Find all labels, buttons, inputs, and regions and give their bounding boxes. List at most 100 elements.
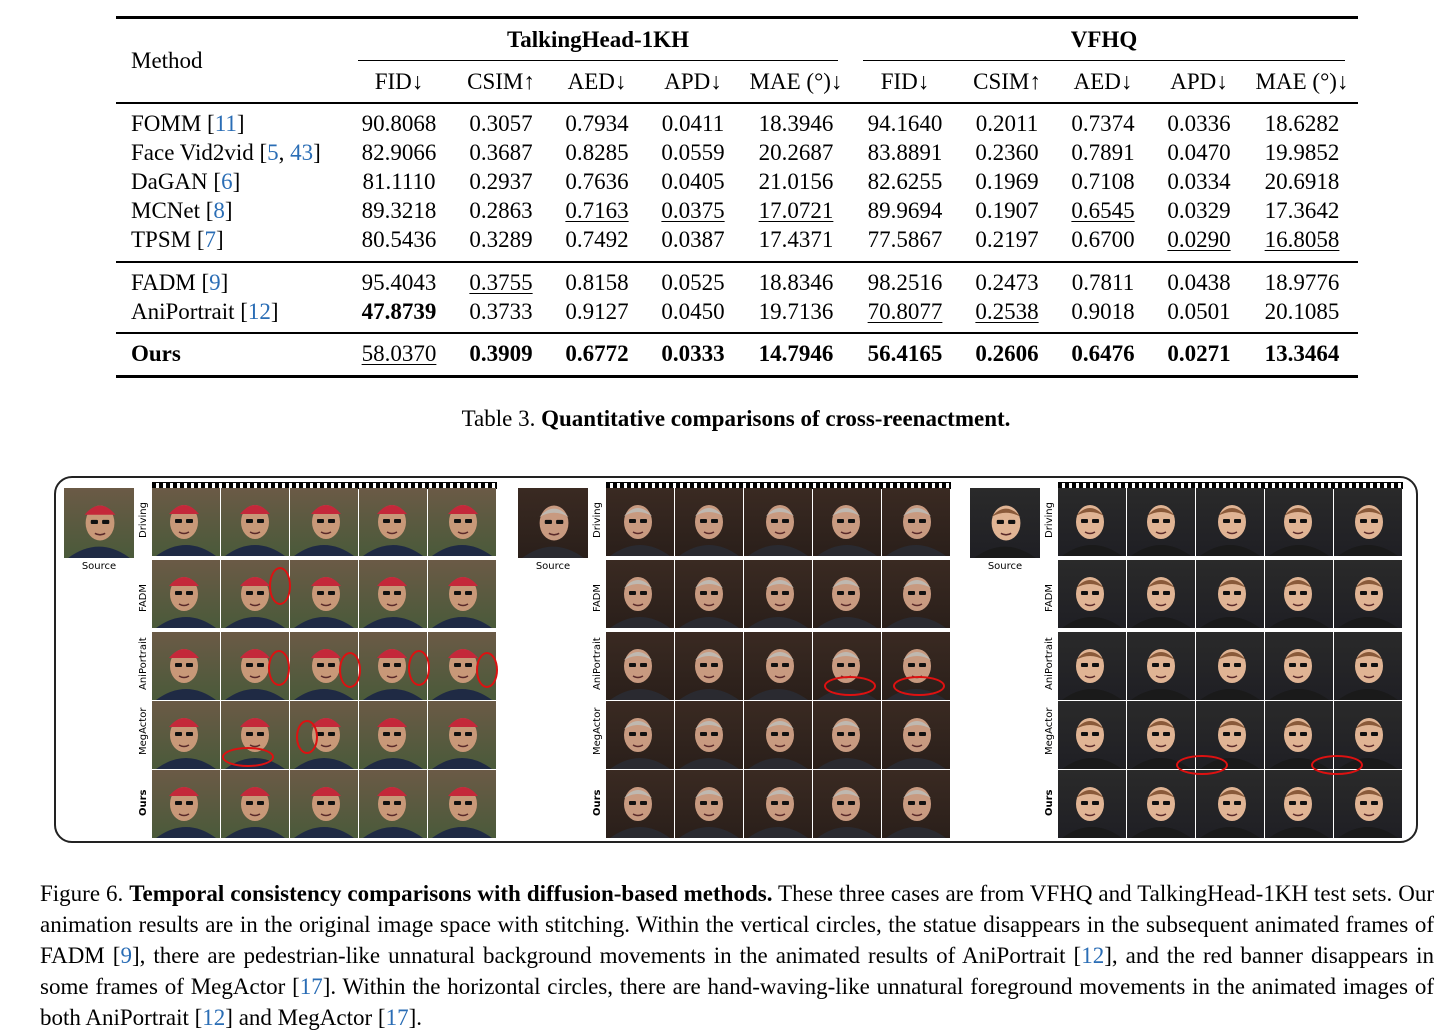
animated-frame	[744, 770, 812, 838]
table-cell: 0.7374	[1071, 111, 1135, 136]
table-cell: 19.9852	[1264, 140, 1340, 165]
face-thumbnail	[1196, 770, 1264, 838]
table-cell: 0.2538	[975, 299, 1039, 324]
row-label: MegActor	[592, 707, 603, 755]
animated-frame	[1058, 701, 1126, 769]
animated-frame	[1058, 770, 1126, 838]
row-label: FADM	[138, 583, 149, 612]
table-cell: 14.7946	[758, 341, 834, 366]
table-cell: 0.0411	[661, 111, 725, 136]
face-thumbnail	[675, 488, 743, 556]
table-cell: 0.7108	[1071, 169, 1135, 194]
table-cell: 0.0405	[661, 169, 725, 194]
table-cell: 0.9127	[565, 299, 629, 324]
header-rule	[116, 102, 1358, 104]
table-cell: 13.3464	[1264, 341, 1340, 366]
face-thumbnail	[428, 488, 496, 556]
table-cell: 0.3733	[469, 299, 533, 324]
face-thumbnail	[1127, 632, 1195, 700]
citation-link[interactable]: 7	[204, 227, 217, 252]
highlight-circle	[268, 650, 290, 686]
source-label: Source	[535, 561, 571, 572]
face-thumbnail	[1058, 560, 1126, 628]
citation-link[interactable]: 12	[202, 1005, 226, 1030]
citation-link[interactable]: 9	[209, 270, 221, 295]
face-thumbnail	[744, 488, 812, 556]
face-thumbnail	[428, 560, 496, 628]
animated-frame	[1334, 632, 1402, 700]
table-bottom-rule	[116, 375, 1358, 378]
table-cell: 0.0450	[661, 299, 725, 324]
citation-link[interactable]: 5	[267, 140, 279, 165]
face-thumbnail	[1265, 560, 1333, 628]
highlight-circle	[296, 720, 318, 754]
table-cell: 94.1640	[867, 111, 943, 136]
animated-frame	[606, 770, 674, 838]
citation-link[interactable]: 17	[385, 1005, 409, 1030]
face-thumbnail	[675, 770, 743, 838]
face-thumbnail	[1127, 770, 1195, 838]
source-image	[518, 488, 588, 558]
table-cell: 77.5867	[867, 227, 943, 252]
table-cell: 0.2937	[469, 169, 533, 194]
face-thumbnail	[813, 701, 881, 769]
source-label: Source	[81, 561, 117, 572]
table-cell: 17.0721	[758, 198, 834, 223]
face-thumbnail	[882, 560, 950, 628]
table-cell: 0.9018	[1071, 299, 1135, 324]
face-thumbnail	[152, 560, 220, 628]
animated-frame	[675, 632, 743, 700]
table-cell: 82.6255	[867, 169, 943, 194]
face-thumbnail	[152, 770, 220, 838]
face-thumbnail	[152, 488, 220, 556]
animated-frame	[428, 701, 496, 769]
method-name: TPSM [7]	[131, 227, 224, 252]
animated-frame	[606, 488, 674, 556]
citation-link[interactable]: 11	[214, 111, 237, 136]
citation-link[interactable]: 6	[221, 169, 233, 194]
table-cell: 47.8739	[361, 299, 437, 324]
row-label: FADM	[1044, 583, 1055, 612]
animated-frame	[675, 488, 743, 556]
citation-link[interactable]: 12	[1081, 943, 1105, 968]
face-thumbnail	[152, 701, 220, 769]
table-cell: 0.7891	[1071, 140, 1135, 165]
citation-link[interactable]: 9	[120, 943, 132, 968]
citation-link[interactable]: 17	[299, 974, 323, 999]
face-thumbnail	[428, 701, 496, 769]
row-label: Ours	[1044, 789, 1055, 816]
table-cell: 18.9776	[1264, 270, 1340, 295]
metric-header: CSIM↑	[467, 69, 535, 94]
table-caption: Table 3. Quantitative comparisons of cro…	[461, 406, 1011, 431]
table-cell: 18.3946	[758, 111, 834, 136]
film-strip	[606, 482, 951, 489]
row-label: Driving	[592, 502, 603, 538]
group-header-vfhq: VFHQ	[1070, 27, 1138, 52]
table-cell: 89.3218	[361, 198, 437, 223]
metric-header: APD↓	[664, 69, 722, 94]
animated-frame	[152, 701, 220, 769]
citation-link[interactable]: 43	[290, 140, 314, 165]
table-cell: 0.6545	[1071, 198, 1135, 223]
animated-frame	[1058, 560, 1126, 628]
citation-link[interactable]: 12	[247, 299, 271, 324]
method-name: Ours	[131, 341, 181, 366]
metric-header: AED↓	[567, 69, 627, 94]
face-thumbnail	[744, 701, 812, 769]
face-thumbnail	[1265, 632, 1333, 700]
face-thumbnail	[882, 770, 950, 838]
table-cell: 20.1085	[1264, 299, 1340, 324]
animated-frame	[428, 560, 496, 628]
face-thumbnail	[744, 770, 812, 838]
group-header-talkinghead: TalkingHead-1KH	[507, 27, 689, 52]
table-cell: 19.7136	[758, 299, 834, 324]
face-thumbnail	[813, 488, 881, 556]
animated-frame	[606, 560, 674, 628]
row-label: AniPortrait	[138, 637, 149, 690]
citation-link[interactable]: 8	[213, 198, 225, 223]
metric-header: CSIM↑	[973, 69, 1041, 94]
group-separator-rule-2	[116, 332, 1358, 334]
table-cell: 0.3289	[469, 227, 533, 252]
metric-header: AED↓	[1073, 69, 1133, 94]
animated-frame	[1196, 560, 1264, 628]
